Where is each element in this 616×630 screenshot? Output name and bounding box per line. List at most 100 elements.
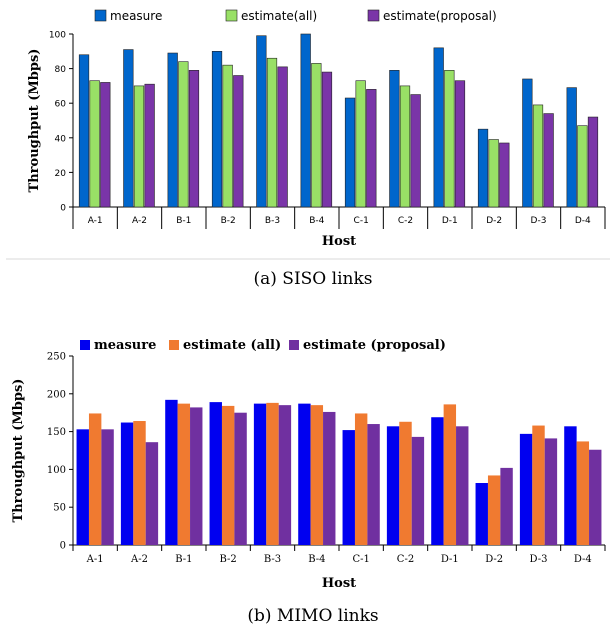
- bar-b-1-series-0: [167, 52, 178, 208]
- bar-a-1-series-2: [100, 82, 111, 208]
- bar-b-3-series-0: [253, 403, 267, 545]
- bar-a-1-series-2: [101, 429, 114, 545]
- legend-label-1: estimate(all): [241, 9, 317, 23]
- bar-b-4-series-2: [321, 71, 333, 208]
- bar-d-4-series-2: [587, 116, 599, 208]
- bar-d-4-series-1: [576, 441, 590, 545]
- bar-b-4-series-2: [323, 411, 336, 545]
- y-tick-label: 200: [47, 389, 66, 400]
- bar-a-2-series-2: [145, 442, 159, 545]
- legend-swatch-2: [367, 9, 380, 22]
- bar-b-1-series-1: [177, 403, 191, 545]
- bar-d-3-series-0: [522, 78, 533, 208]
- x-tick-label: B-3: [265, 216, 280, 226]
- chart-siso: 0 20 40 60 80 100 A-1 A-2 B-1 B-2 B-3 B-4 C-1 C-2 D-1 D…: [27, 9, 606, 249]
- bar-b-1-series-2: [188, 70, 200, 208]
- legend-label-0: measure: [94, 338, 156, 353]
- x-tick-label: B-1: [176, 216, 191, 226]
- y-axis-title: Throughput (Mbps): [27, 49, 42, 193]
- bar-d-4-series-1: [577, 125, 588, 208]
- x-tick-label: C-2: [398, 216, 413, 226]
- x-tick-label: C-2: [397, 554, 414, 565]
- bar-d-3-series-2: [544, 438, 558, 545]
- y-tick-label: 50: [53, 503, 66, 514]
- x-tick-label: A-2: [130, 554, 148, 565]
- bar-b-4-series-1: [311, 63, 322, 208]
- bar-c-1-series-0: [344, 97, 356, 208]
- bar-d-4-series-0: [566, 87, 577, 208]
- bar-d-3-series-0: [519, 433, 533, 545]
- bar-d-2-series-0: [477, 128, 489, 208]
- legend-swatch-1: [169, 340, 179, 350]
- bar-b-4-series-1: [310, 405, 324, 545]
- bar-c-1-series-0: [342, 430, 355, 545]
- bar-d-1-series-0: [433, 47, 444, 208]
- caption-siso: (a) SISO links: [254, 269, 373, 289]
- legend-label-2: estimate (proposal): [303, 338, 446, 353]
- bar-b-3-series-1: [266, 57, 278, 208]
- bar-d-2-series-0: [475, 483, 488, 545]
- x-tick-label: A-1: [88, 216, 103, 226]
- bar-a-2-series-1: [133, 85, 145, 208]
- bar-d-1-series-2: [456, 426, 469, 545]
- bar-a-2-series-1: [133, 421, 146, 545]
- bar-c-2-series-1: [399, 421, 412, 545]
- y-tick-label: 100: [47, 465, 66, 476]
- bar-b-4-series-0: [300, 33, 311, 208]
- legend-label-0: measure: [110, 9, 162, 23]
- bar-b-3-series-2: [278, 405, 292, 545]
- x-tick-label: A-1: [86, 554, 104, 565]
- bar-c-1-series-1: [355, 80, 366, 208]
- bar-b-2-series-0: [209, 402, 222, 545]
- bar-b-1-series-2: [190, 407, 203, 545]
- legend-swatch-0: [94, 9, 107, 22]
- x-tick-label: D-1: [441, 554, 459, 565]
- bar-a-1-series-1: [89, 80, 100, 208]
- bar-c-2-series-1: [399, 85, 411, 208]
- legend-swatch-1: [225, 9, 238, 22]
- bar-d-2-series-1: [488, 139, 499, 208]
- legend-swatch-2: [289, 340, 299, 350]
- bar-d-1-series-1: [443, 404, 457, 545]
- legend-label-2: estimate(proposal): [383, 9, 497, 23]
- x-tick-label: B-3: [264, 554, 281, 565]
- y-axis-title: Throughput (Mbps): [11, 379, 26, 523]
- bar-d-2-series-1: [487, 475, 501, 545]
- x-tick-label: B-2: [220, 554, 237, 565]
- chart-mimo: 0 50 100 150 200 250 A-1 A-2 B-1 B-2 B-3 B-4 C-1 C-2 D…: [11, 338, 606, 591]
- bar-b-4-series-0: [298, 403, 311, 545]
- bar-a-1-series-1: [88, 413, 102, 545]
- bar-c-2-series-0: [389, 70, 400, 208]
- bar-d-3-series-1: [532, 104, 544, 208]
- bar-d-3-series-1: [532, 425, 545, 545]
- bar-a-2-series-0: [120, 422, 134, 545]
- bar-d-4-series-2: [589, 449, 602, 545]
- x-tick-label: B-2: [221, 216, 236, 226]
- bar-c-1-series-2: [367, 424, 380, 545]
- y-tick-label: 250: [47, 352, 66, 363]
- bar-b-3-series-0: [256, 35, 267, 208]
- bar-b-3-series-1: [266, 402, 279, 545]
- x-tick-label: C-1: [354, 216, 369, 226]
- bar-d-2-series-2: [499, 142, 510, 208]
- bar-d-4-series-0: [564, 426, 577, 545]
- bar-d-1-series-1: [444, 70, 455, 208]
- bar-c-1-series-2: [366, 89, 377, 208]
- bar-b-1-series-0: [165, 399, 178, 545]
- bar-d-1-series-2: [454, 80, 466, 208]
- bar-c-2-series-2: [410, 94, 421, 208]
- x-tick-label: D-3: [530, 554, 548, 565]
- bar-b-2-series-2: [233, 75, 244, 208]
- x-tick-label: B-4: [309, 216, 324, 226]
- bar-c-1-series-1: [354, 413, 368, 545]
- y-tick-label: 40: [55, 134, 67, 144]
- x-tick-label: D-1: [442, 216, 458, 226]
- legend-label-1: estimate (all): [183, 338, 281, 353]
- x-tick-label: B-4: [308, 554, 325, 565]
- caption-mimo: (b) MIMO links: [247, 606, 378, 626]
- x-axis-title: Host: [322, 234, 356, 249]
- bar-a-1-series-0: [76, 429, 89, 545]
- bar-d-3-series-2: [543, 113, 554, 208]
- y-tick-label: 100: [49, 31, 66, 41]
